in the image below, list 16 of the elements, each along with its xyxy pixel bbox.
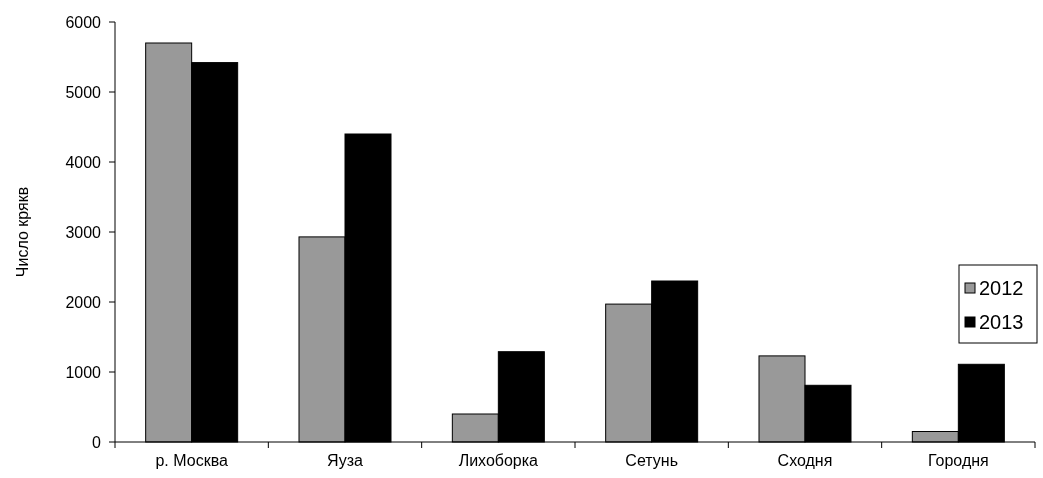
x-tick-label: р. Москва bbox=[155, 452, 228, 469]
x-tick-label: Сходня bbox=[777, 452, 833, 469]
y-tick-label: 4000 bbox=[65, 153, 102, 171]
x-tick-label: Яуза bbox=[327, 452, 363, 469]
y-tick-label: 1000 bbox=[65, 363, 102, 381]
x-tick-label: Лихоборка bbox=[458, 452, 539, 469]
legend-label: 2013 bbox=[979, 311, 1024, 333]
y-tick-label: 2000 bbox=[65, 293, 102, 311]
y-tick-label: 0 bbox=[92, 433, 102, 451]
x-tick-label: Городня bbox=[927, 452, 989, 469]
x-tick-label: Сетунь bbox=[625, 452, 678, 469]
y-tick-label: 3000 bbox=[65, 223, 102, 241]
legend-label: 2012 bbox=[979, 277, 1024, 299]
y-tick-label: 6000 bbox=[65, 13, 102, 31]
y-tick-label: 5000 bbox=[65, 83, 102, 101]
y-axis-title: Число крякв bbox=[14, 186, 31, 278]
